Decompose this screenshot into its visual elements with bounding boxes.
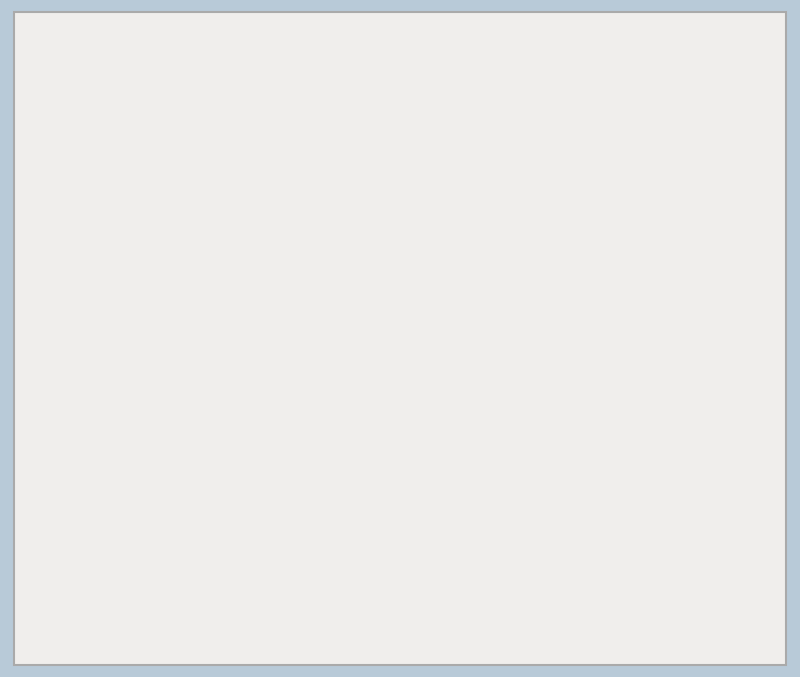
Circle shape (417, 314, 423, 321)
Text: −: − (266, 397, 279, 412)
Text: 600: 600 (330, 573, 393, 599)
Bar (500, 410, 645, 525)
Text: 100: 100 (553, 253, 619, 288)
Bar (542, 424, 587, 442)
Bar (542, 458, 587, 477)
Text: 逆变器: 逆变器 (314, 369, 344, 387)
Circle shape (331, 246, 339, 254)
Polygon shape (41, 313, 226, 427)
Text: 500: 500 (625, 582, 664, 632)
Text: 电压: 电压 (690, 443, 707, 457)
Circle shape (331, 274, 339, 282)
Text: Rxa: Rxa (505, 496, 529, 508)
Circle shape (466, 502, 474, 508)
Circle shape (466, 498, 474, 506)
Text: Rxb: Rxb (505, 461, 529, 474)
Text: 采样: 采样 (690, 459, 707, 473)
Text: 300: 300 (318, 47, 404, 89)
Text: 高压电网: 高压电网 (670, 332, 706, 347)
Text: Rza: Rza (402, 588, 425, 601)
Text: 逆变器: 逆变器 (314, 141, 344, 159)
Circle shape (442, 502, 449, 508)
Bar (655, 408, 743, 508)
Text: +: + (267, 116, 279, 131)
Text: Rzb: Rzb (455, 588, 478, 601)
Text: 200: 200 (130, 278, 207, 319)
Text: +: + (267, 345, 279, 359)
Text: −: − (266, 169, 279, 184)
Bar (285, 318, 373, 438)
Bar (509, 523, 533, 568)
Text: Rzc: Rzc (510, 588, 532, 601)
Circle shape (331, 260, 339, 268)
Text: 知乎 @消防诺明知识: 知乎 @消防诺明知识 (552, 642, 628, 655)
Text: 400: 400 (533, 556, 609, 577)
Circle shape (417, 345, 423, 351)
Polygon shape (41, 81, 226, 196)
Circle shape (442, 341, 449, 349)
Circle shape (417, 429, 423, 437)
Circle shape (417, 502, 423, 508)
Bar (510, 290, 610, 400)
Bar (542, 493, 587, 511)
Bar (635, 525, 753, 580)
Circle shape (442, 464, 449, 471)
Bar (630, 295, 745, 385)
Bar (285, 90, 373, 210)
Circle shape (442, 374, 449, 382)
Text: 200: 200 (130, 41, 207, 87)
Text: 控制单元: 控制单元 (676, 545, 712, 560)
Circle shape (466, 369, 474, 376)
Text: Rxc: Rxc (505, 427, 528, 439)
Text: 300: 300 (313, 280, 394, 317)
Circle shape (466, 404, 474, 412)
Bar (455, 523, 479, 568)
Bar (385, 505, 550, 605)
Bar (401, 523, 425, 568)
